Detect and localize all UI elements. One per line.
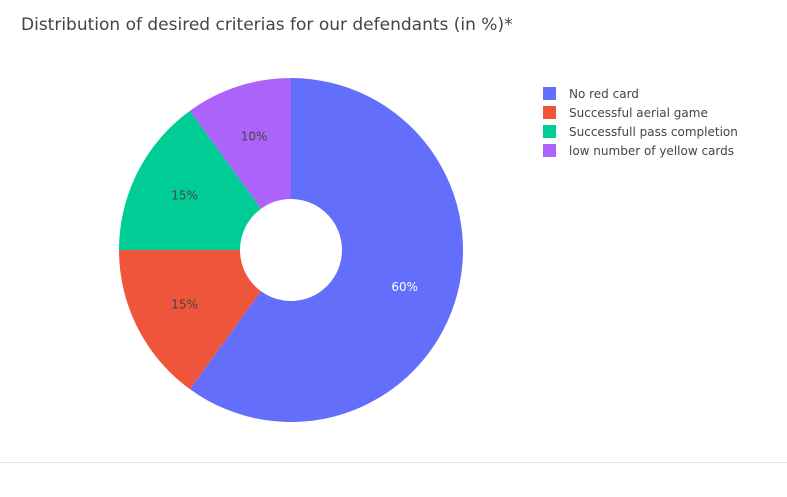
slice-label-successfull-pass-completion: 15% (171, 189, 198, 203)
slice-label-low-number-of-yellow-cards: 10% (241, 129, 268, 143)
legend-swatch (543, 125, 556, 138)
chart-title: Distribution of desired criterias for ou… (21, 15, 513, 35)
legend-swatch (543, 87, 556, 100)
bottom-divider (0, 462, 787, 463)
pie-slices (118, 78, 464, 423)
legend-label: Successfull pass completion (569, 125, 738, 139)
pie-slice-low-number-of-yellow-cards[interactable] (189, 78, 291, 209)
legend-item-no-red-card[interactable]: No red card (543, 87, 639, 101)
slice-label-no-red-card: 60% (391, 280, 418, 294)
legend-swatch (543, 144, 556, 157)
legend-item-successfull-pass-completion[interactable]: Successfull pass completion (543, 125, 738, 139)
slice-label-successful-aerial-game: 15% (171, 297, 198, 311)
legend-item-successful-aerial-game[interactable]: Successful aerial game (543, 106, 708, 120)
legend-label: No red card (569, 87, 639, 101)
pie-slice-labels: 60% 15% 15% 10% (171, 129, 418, 311)
legend-label: low number of yellow cards (569, 144, 734, 158)
legend-label: Successful aerial game (569, 106, 708, 120)
pie-slice-successfull-pass-completion[interactable] (119, 110, 262, 250)
pie-slice-successful-aerial-game[interactable] (118, 250, 262, 390)
legend[interactable]: No red card Successful aerial game Success… (543, 87, 738, 158)
legend-swatch (543, 106, 556, 119)
legend-item-low-number-of-yellow-cards[interactable]: low number of yellow cards (543, 144, 734, 158)
pie-slice-no-red-card[interactable] (189, 78, 464, 423)
